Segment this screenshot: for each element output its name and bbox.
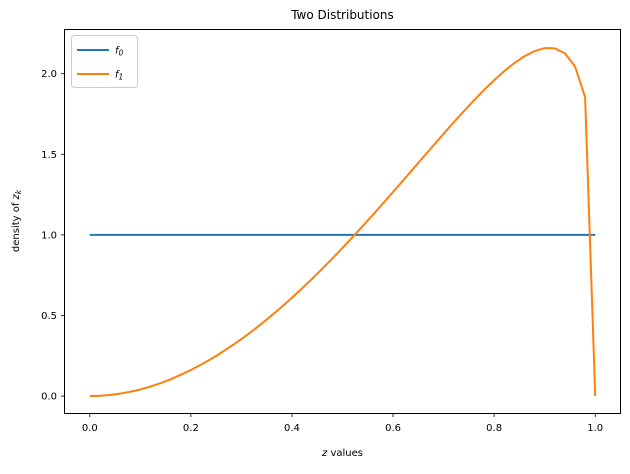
y-axis-label-sub: k [14,189,23,194]
x-tick-label: 0.6 [385,423,401,434]
axes-frame [64,29,621,414]
x-axis-label-var: z [321,448,328,459]
series-line-f1 [89,47,597,398]
y-tick-label: 1.0 [41,230,57,241]
legend-label-f0: f0 [115,46,124,58]
series-group [89,47,597,398]
y-axis-label-prefix: density of [11,199,22,252]
y-axis-label: density of zk [11,189,23,252]
legend-label-f0-base: f [115,46,120,57]
ticks-group: 0.0 0.2 0.4 0.6 0.8 1.0 0.0 0.5 1.0 1.5 2.0 [41,69,603,434]
y-tick-label: 2.0 [41,69,57,80]
legend-label-f1-sub: 1 [119,73,124,82]
legend-box [71,35,138,88]
legend-label-f1: f1 [115,70,123,82]
y-axis-label-var: z [11,193,22,200]
y-tick-label: 0.5 [41,311,57,322]
x-tick-label: 0.0 [82,423,98,434]
x-tick-label: 0.8 [486,423,502,434]
x-tick-label: 0.2 [183,423,199,434]
chart-title: Two Distributions [290,8,394,22]
x-tick-label: 0.4 [284,423,300,434]
x-axis-label-rest: values [327,448,363,459]
legend: f0 f1 [71,35,138,88]
legend-label-f1-base: f [115,70,120,81]
legend-label-f0-sub: 0 [119,49,124,58]
y-tick-label: 1.5 [41,150,57,161]
x-axis-label: z values [321,448,363,459]
y-tick-label: 0.0 [41,392,57,403]
x-tick-label: 1.0 [587,423,603,434]
